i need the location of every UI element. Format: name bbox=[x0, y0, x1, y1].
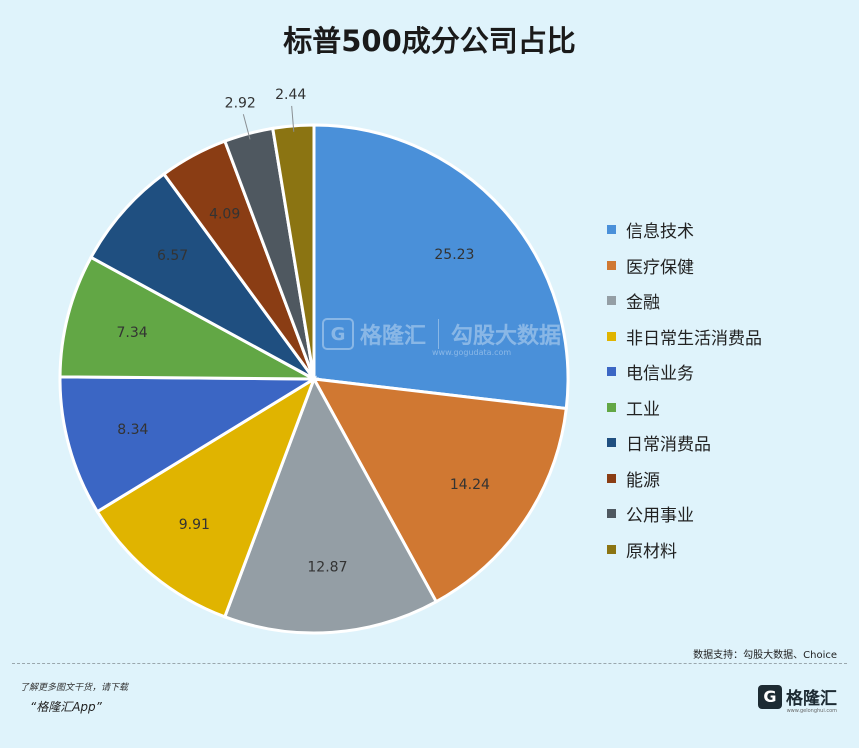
legend-label-2: 金融 bbox=[626, 293, 660, 314]
data-source: 数据支持：勾股大数据、Choice bbox=[693, 650, 837, 661]
footer-divider bbox=[12, 663, 847, 664]
pie-slice-2 bbox=[222, 375, 439, 635]
data-label-4: 8.34 bbox=[117, 422, 148, 438]
legend-swatch-5 bbox=[607, 402, 616, 412]
legend-item-8: 公用事业 bbox=[607, 496, 762, 532]
footer-logo[interactable]: G 格隆汇 www.gelonghui.com bbox=[758, 684, 837, 714]
legend-swatch-3 bbox=[607, 331, 616, 341]
legend-swatch-8 bbox=[607, 509, 616, 519]
chart-title: 标普500成分公司占比 bbox=[283, 24, 576, 58]
chart-legend: 信息技术医疗保健金融非日常生活消费品 电信业务工业日常消费品能源公用事业原材料 bbox=[607, 212, 762, 567]
legend-label-1: 医疗保健 bbox=[626, 257, 694, 278]
gelonghui-logo-icon: G bbox=[758, 684, 782, 709]
legend-item-1: 医疗保健 bbox=[607, 248, 762, 284]
watermark-url: www.gogudata.com bbox=[432, 348, 512, 357]
legend-swatch-6 bbox=[607, 438, 616, 448]
legend-swatch-1 bbox=[607, 260, 616, 270]
data-label-0: 25.23 bbox=[434, 247, 474, 263]
legend-swatch-0 bbox=[607, 225, 616, 235]
pie-slice-6 bbox=[88, 171, 316, 381]
legend-item-9: 原材料 bbox=[607, 532, 762, 568]
watermark-brand: 格隆汇 bbox=[360, 324, 427, 349]
legend-label-6: 日常消费品 bbox=[626, 435, 711, 456]
legend-label-8: 公用事业 bbox=[626, 506, 694, 527]
watermark-partner: 勾股大数据 bbox=[451, 324, 562, 349]
pie-slice-3 bbox=[95, 375, 317, 619]
legend-label-7: 能源 bbox=[626, 470, 660, 491]
legend-item-2: 金融 bbox=[607, 283, 762, 319]
legend-label-5: 工业 bbox=[626, 399, 660, 420]
legend-label-0: 信息技术 bbox=[626, 222, 694, 243]
data-label-8: 2.92 bbox=[225, 96, 256, 112]
legend-item-0: 信息技术 bbox=[607, 212, 762, 248]
watermark-separator bbox=[438, 319, 440, 349]
leader-line-8 bbox=[242, 114, 251, 140]
data-label-5: 7.34 bbox=[116, 325, 147, 341]
data-label-3: 9.91 bbox=[179, 517, 210, 533]
data-label-9: 2.44 bbox=[275, 87, 306, 103]
pie-slice-4 bbox=[58, 375, 320, 514]
legend-swatch-4 bbox=[607, 367, 616, 377]
data-label-1: 14.24 bbox=[450, 477, 490, 493]
data-label-7: 4.09 bbox=[209, 207, 240, 223]
footer-note: 了解更多图文干货，请下载 bbox=[20, 683, 129, 693]
pie-slice-0 bbox=[312, 123, 570, 411]
legend-item-4: 电信业务 bbox=[607, 354, 762, 390]
legend-label-3: 非日常生活消费品 bbox=[626, 328, 762, 349]
legend-label-9: 原材料 bbox=[626, 541, 677, 562]
legend-item-3: 非日常生活消费品 bbox=[607, 319, 762, 355]
footer-logo-text: 格隆汇 bbox=[786, 689, 837, 709]
pie-slice-1 bbox=[311, 377, 568, 604]
legend-item-5: 工业 bbox=[607, 390, 762, 426]
legend-item-7: 能源 bbox=[607, 461, 762, 497]
legend-swatch-9 bbox=[607, 544, 616, 554]
legend-label-4: 电信业务 bbox=[626, 364, 694, 385]
watermark-logo-icon: G bbox=[322, 318, 354, 350]
legend-swatch-2 bbox=[607, 296, 616, 306]
leader-line-9 bbox=[291, 105, 295, 132]
legend-swatch-7 bbox=[607, 473, 616, 483]
data-label-6: 6.57 bbox=[157, 248, 188, 264]
footer-logo-url: www.gelonghui.com bbox=[786, 708, 837, 714]
footer-app-name[interactable]: “格隆汇App” bbox=[30, 700, 102, 714]
legend-item-6: 日常消费品 bbox=[607, 425, 762, 461]
watermark: G 格隆汇 勾股大数据 www.gogudata.com bbox=[322, 318, 562, 357]
pie-slice-5 bbox=[58, 255, 315, 381]
data-label-2: 12.87 bbox=[307, 559, 347, 575]
